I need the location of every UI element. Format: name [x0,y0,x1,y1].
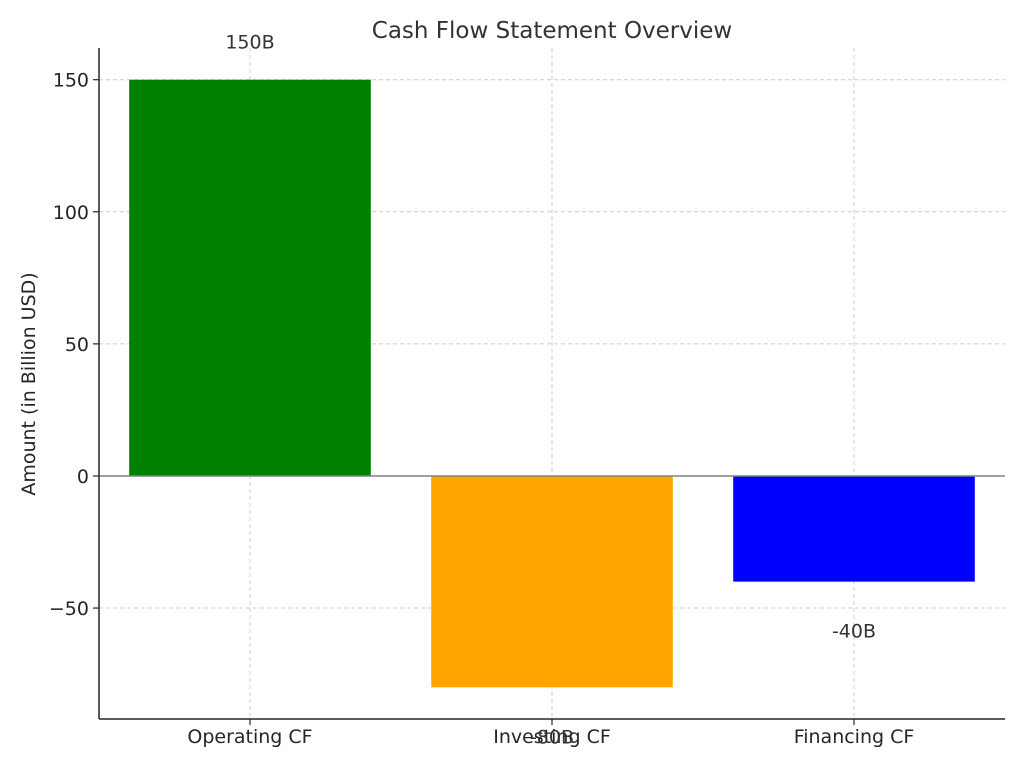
x-axis-ticks: Operating CF Investing CF Financing CF [187,719,914,748]
data-label: -80B [530,726,574,748]
bar-operating-cf [129,79,371,476]
y-tick-label: −50 [49,598,89,620]
y-tick-label: 100 [53,202,89,224]
y-axis-label: Amount (in Billion USD) [18,272,40,495]
bars [129,79,975,688]
data-labels: 150B -80B -40B [225,32,876,749]
data-label: -40B [832,621,876,643]
y-tick-label: 0 [77,466,89,488]
bar-investing-cf [431,475,673,688]
x-tick-label: Financing CF [794,726,915,748]
x-tick-label: Investing CF [493,726,611,748]
chart-title: Cash Flow Statement Overview [372,18,732,44]
bar-financing-cf [733,475,975,582]
y-tick-label: 50 [65,334,89,356]
y-axis-ticks: 150 100 50 0 −50 [49,70,99,620]
x-tick-label: Operating CF [187,726,312,748]
data-label: 150B [225,32,274,54]
y-tick-label: 150 [53,70,89,92]
